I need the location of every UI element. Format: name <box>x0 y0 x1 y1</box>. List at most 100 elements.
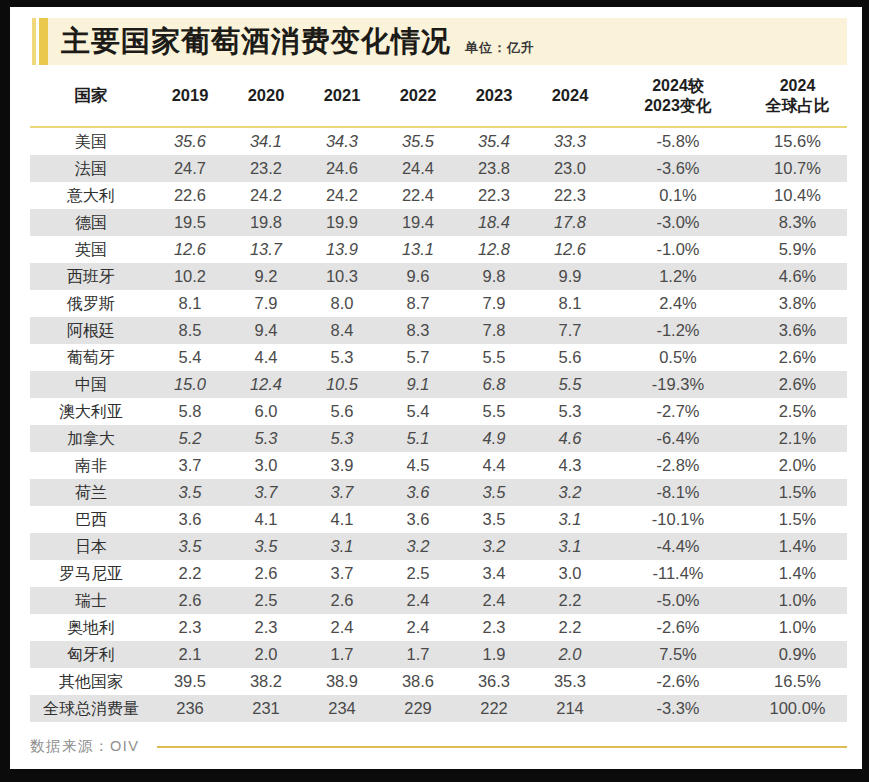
table-row: 德国 19.5 19.8 19.9 19.4 18.4 17.8 -3.0% 8… <box>30 209 847 236</box>
cell-year-value: 9.1 <box>380 371 456 398</box>
cell-share: 1.0% <box>748 614 847 641</box>
cell-country: 日本 <box>30 533 152 560</box>
cell-share: 2.6% <box>748 344 847 371</box>
cell-change: -6.4% <box>608 425 748 452</box>
cell-year-value: 34.3 <box>304 128 380 155</box>
table-row: 阿根廷 8.5 9.4 8.4 8.3 7.8 7.7 -1.2% 3.6% <box>30 317 847 344</box>
cell-year-value: 7.8 <box>456 317 532 344</box>
cell-year-value: 24.2 <box>304 182 380 209</box>
table-row: 澳大利亚 5.8 6.0 5.6 5.4 5.5 5.3 -2.7% 2.5% <box>30 398 847 425</box>
table-row: 匈牙利 2.1 2.0 1.7 1.7 1.9 2.0 7.5% 0.9% <box>30 641 847 668</box>
cell-year-value: 3.7 <box>228 479 304 506</box>
col-header-country: 国家 <box>30 85 152 107</box>
cell-year-value: 3.4 <box>456 560 532 587</box>
cell-country: 德国 <box>30 209 152 236</box>
cell-country: 中国 <box>30 371 152 398</box>
col-header-2022: 2022 <box>380 86 456 105</box>
cell-country: 法国 <box>30 155 152 182</box>
table-row: 法国 24.7 23.2 24.6 24.4 23.8 23.0 -3.6% 1… <box>30 155 847 182</box>
unit-label: 单位：亿升 <box>465 39 535 57</box>
table-row: 日本 3.5 3.5 3.1 3.2 3.2 3.1 -4.4% 1.4% <box>30 533 847 560</box>
cell-change: -5.0% <box>608 587 748 614</box>
cell-year-value: 5.6 <box>532 344 608 371</box>
cell-share: 2.5% <box>748 398 847 425</box>
cell-year-value: 5.6 <box>304 398 380 425</box>
cell-year-value: 19.9 <box>304 209 380 236</box>
cell-year-value: 3.2 <box>532 479 608 506</box>
cell-share: 8.3% <box>748 209 847 236</box>
cell-year-value: 5.7 <box>380 344 456 371</box>
cell-year-value: 35.3 <box>532 668 608 695</box>
table-row: 荷兰 3.5 3.7 3.7 3.6 3.5 3.2 -8.1% 1.5% <box>30 479 847 506</box>
cell-year-value: 5.3 <box>532 398 608 425</box>
cell-year-value: 19.8 <box>228 209 304 236</box>
cell-year-value: 1.7 <box>380 641 456 668</box>
cell-country: 罗马尼亚 <box>30 560 152 587</box>
cell-year-value: 2.4 <box>380 614 456 641</box>
cell-year-value: 13.1 <box>380 236 456 263</box>
cell-year-value: 2.5 <box>228 587 304 614</box>
cell-country: 瑞士 <box>30 587 152 614</box>
cell-share: 100.0% <box>748 695 847 722</box>
cell-year-value: 23.2 <box>228 155 304 182</box>
cell-share: 16.5% <box>748 668 847 695</box>
cell-country: 南非 <box>30 452 152 479</box>
accent-bar-thick <box>39 18 48 65</box>
cell-year-value: 3.0 <box>228 452 304 479</box>
title-background: 主要国家葡萄酒消费变化情况 单位：亿升 <box>48 18 847 65</box>
cell-year-value: 38.2 <box>228 668 304 695</box>
cell-year-value: 4.4 <box>456 452 532 479</box>
cell-share: 3.6% <box>748 317 847 344</box>
col-header-2019: 2019 <box>152 86 228 105</box>
cell-year-value: 12.4 <box>228 371 304 398</box>
col-header-2020: 2020 <box>228 86 304 105</box>
cell-year-value: 34.1 <box>228 128 304 155</box>
cell-year-value: 17.8 <box>532 209 608 236</box>
cell-change: -2.6% <box>608 668 748 695</box>
cell-year-value: 35.5 <box>380 128 456 155</box>
cell-year-value: 3.6 <box>380 506 456 533</box>
cell-change: -8.1% <box>608 479 748 506</box>
cell-year-value: 35.4 <box>456 128 532 155</box>
cell-year-value: 8.0 <box>304 290 380 317</box>
cell-change: 1.2% <box>608 263 748 290</box>
cell-share: 5.9% <box>748 236 847 263</box>
cell-year-value: 22.3 <box>532 182 608 209</box>
cell-share: 0.9% <box>748 641 847 668</box>
cell-year-value: 229 <box>380 695 456 722</box>
cell-year-value: 38.9 <box>304 668 380 695</box>
cell-year-value: 12.6 <box>532 236 608 263</box>
table-row: 罗马尼亚 2.2 2.6 3.7 2.5 3.4 3.0 -11.4% 1.4% <box>30 560 847 587</box>
cell-country: 其他国家 <box>30 668 152 695</box>
cell-share: 2.0% <box>748 452 847 479</box>
cell-country: 英国 <box>30 236 152 263</box>
cell-change: 0.5% <box>608 344 748 371</box>
cell-share: 3.8% <box>748 290 847 317</box>
cell-share: 1.4% <box>748 533 847 560</box>
cell-year-value: 10.2 <box>152 263 228 290</box>
cell-year-value: 13.9 <box>304 236 380 263</box>
cell-share: 2.6% <box>748 371 847 398</box>
cell-year-value: 2.4 <box>380 587 456 614</box>
cell-year-value: 234 <box>304 695 380 722</box>
consumption-table: 国家 2019 2020 2021 2022 2023 2024 2024较 2… <box>10 65 862 722</box>
table-row: 加拿大 5.2 5.3 5.3 5.1 4.9 4.6 -6.4% 2.1% <box>30 425 847 452</box>
cell-share: 10.7% <box>748 155 847 182</box>
table-row: 南非 3.7 3.0 3.9 4.5 4.4 4.3 -2.8% 2.0% <box>30 452 847 479</box>
cell-share: 15.6% <box>748 128 847 155</box>
cell-year-value: 4.1 <box>304 506 380 533</box>
cell-year-value: 9.2 <box>228 263 304 290</box>
cell-country: 意大利 <box>30 182 152 209</box>
cell-year-value: 35.6 <box>152 128 228 155</box>
cell-change: -2.8% <box>608 452 748 479</box>
cell-year-value: 3.9 <box>304 452 380 479</box>
cell-year-value: 19.5 <box>152 209 228 236</box>
cell-year-value: 5.4 <box>152 344 228 371</box>
cell-share: 1.5% <box>748 479 847 506</box>
table-row: 巴西 3.6 4.1 4.1 3.6 3.5 3.1 -10.1% 1.5% <box>30 506 847 533</box>
col-header-2023: 2023 <box>456 86 532 105</box>
cell-year-value: 3.0 <box>532 560 608 587</box>
cell-year-value: 3.5 <box>456 479 532 506</box>
data-source-label: 数据来源：OIV <box>30 737 139 756</box>
cell-year-value: 2.4 <box>304 614 380 641</box>
